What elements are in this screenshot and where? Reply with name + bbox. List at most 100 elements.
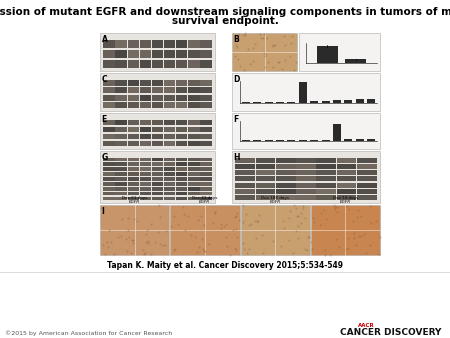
Bar [235,195,255,200]
Bar [316,189,336,194]
Bar [115,197,127,200]
Text: H: H [234,152,240,162]
Bar [115,102,127,108]
Text: AACR: AACR [358,323,375,328]
Bar [170,205,239,255]
Bar [140,49,151,58]
Bar [200,192,212,195]
Bar [337,170,356,175]
Bar [296,164,316,169]
Bar [100,113,215,149]
Bar [235,183,255,188]
Bar [104,177,115,181]
Bar [176,49,188,58]
Bar [333,100,341,103]
Bar [140,141,151,146]
Bar [115,158,127,161]
Bar [276,176,296,182]
Bar [188,95,200,101]
Bar [104,158,115,161]
Bar [299,33,380,71]
Bar [115,49,127,58]
Bar [127,134,139,139]
Bar [200,102,212,108]
Bar [100,205,169,255]
Bar [299,82,307,103]
Bar [152,187,163,191]
Bar [164,95,176,101]
Bar [127,79,139,86]
Bar [104,49,115,58]
Bar [296,158,316,163]
Bar [288,102,295,103]
Bar [140,134,151,139]
Bar [127,192,139,195]
Bar [337,195,356,200]
Bar [100,73,215,111]
Bar [140,177,151,181]
Bar [115,141,127,146]
Bar [276,170,296,175]
Bar [127,187,139,191]
Bar [232,113,380,149]
Bar [127,158,139,161]
Bar [265,102,273,103]
Bar [322,101,329,103]
Bar [176,172,188,176]
Bar [232,151,380,203]
Bar [235,158,255,163]
Bar [256,176,275,182]
Bar [140,102,151,108]
Bar [152,87,163,93]
Bar [337,183,356,188]
Text: B: B [234,34,239,44]
Bar [299,140,307,141]
Bar [164,120,176,125]
Bar [104,192,115,195]
Text: G: G [102,152,108,162]
Bar [127,126,139,132]
Bar [357,189,377,194]
Bar [296,170,316,175]
Bar [200,177,212,181]
Bar [356,99,364,103]
Bar [256,170,275,175]
Bar [152,102,163,108]
Bar [104,95,115,101]
Bar [104,40,115,48]
Text: EGFR: EGFR [270,200,281,204]
Bar [316,176,336,182]
Bar [164,79,176,86]
Bar [176,102,188,108]
Bar [200,134,212,139]
Bar [115,187,127,191]
Bar [152,197,163,200]
Bar [200,120,212,125]
Text: A: A [102,34,108,44]
Bar [104,59,115,68]
Bar [265,140,273,141]
Bar [200,95,212,101]
Bar [140,167,151,171]
Bar [296,176,316,182]
Bar [367,139,375,141]
Bar [115,95,127,101]
Bar [104,182,115,186]
Bar [296,195,316,200]
Bar [333,124,341,141]
Text: Tapan K. Maity et al. Cancer Discovery 2015;5:534-549: Tapan K. Maity et al. Cancer Discovery 2… [107,261,343,270]
Bar [176,126,188,132]
Bar [276,140,284,141]
Text: Dox 14 days: Dox 14 days [333,196,358,200]
Bar [104,79,115,86]
Bar [256,189,275,194]
Bar [152,172,163,176]
Bar [115,192,127,195]
Bar [337,164,356,169]
Bar [288,140,295,141]
Bar [140,197,151,200]
Bar [176,162,188,166]
Bar [344,139,352,141]
Bar [115,120,127,125]
Bar [242,102,250,103]
